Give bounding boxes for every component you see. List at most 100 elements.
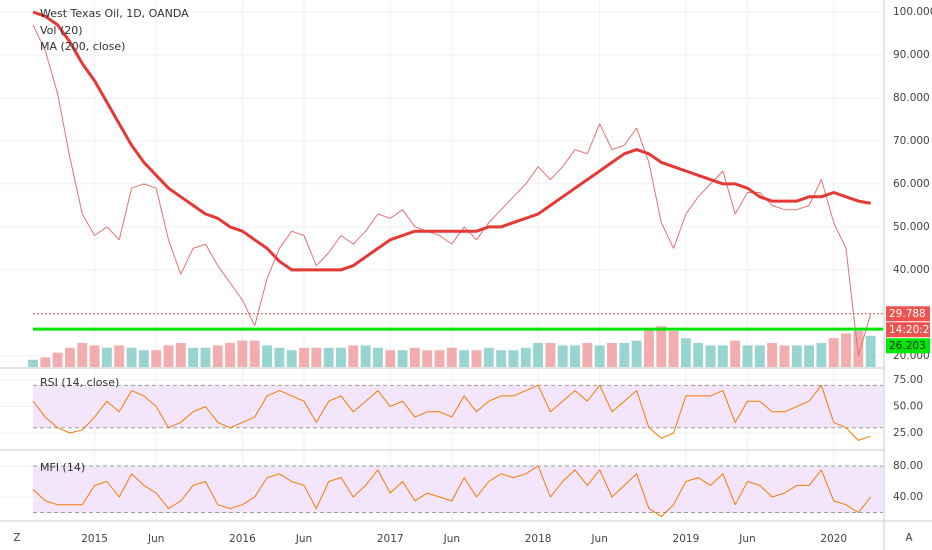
volume-bar xyxy=(397,350,408,367)
legend-title: West Texas Oil, 1D, OANDA xyxy=(40,7,189,20)
volume-bar xyxy=(336,347,346,367)
volume-bar xyxy=(434,350,445,367)
volume-bar xyxy=(459,350,470,367)
volume-bar xyxy=(717,345,728,367)
volume-bar xyxy=(668,331,679,367)
x-tick-label: Jun xyxy=(147,533,164,545)
volume-bar xyxy=(754,345,765,367)
volume-bar xyxy=(705,345,716,367)
volume-bar xyxy=(680,338,691,367)
volume-bar xyxy=(656,326,667,367)
volume-bar xyxy=(175,343,186,367)
volume-bar xyxy=(200,347,211,367)
volume-bar xyxy=(446,347,457,367)
x-tick-label: 2017 xyxy=(377,533,404,545)
series-line xyxy=(32,465,872,517)
volume-bar xyxy=(52,352,63,367)
price-label-box xyxy=(886,338,930,354)
volume-bar xyxy=(865,335,876,367)
volume-bar xyxy=(311,347,322,367)
button-z[interactable]: Z xyxy=(13,532,20,544)
volume-bar xyxy=(594,345,605,367)
x-tick-label: 2019 xyxy=(673,533,700,545)
x-tick-label: 2018 xyxy=(525,533,552,545)
volume-bar xyxy=(249,340,260,367)
volume-bar xyxy=(286,350,297,367)
volume-bar xyxy=(779,345,790,367)
volume-bar xyxy=(385,350,396,367)
x-tick-label: Jun xyxy=(443,533,460,545)
volume-bar xyxy=(299,347,309,367)
volume-bar xyxy=(508,350,519,367)
volume-bar xyxy=(114,345,125,367)
price-label-box xyxy=(886,322,930,338)
volume-bar xyxy=(65,347,75,367)
volume-bar xyxy=(607,343,617,367)
volume-bar xyxy=(212,345,223,367)
y-tick-label: 50.00 xyxy=(893,401,923,413)
y-tick-label: 25.00 xyxy=(893,427,923,439)
volume-bar xyxy=(188,347,199,367)
volume-bar xyxy=(126,347,137,367)
volume-bar xyxy=(373,347,383,367)
volume-bar xyxy=(520,347,531,367)
volume-bar xyxy=(237,340,248,367)
volume-bar xyxy=(409,347,420,367)
volume-bar xyxy=(496,350,507,367)
volume-bar xyxy=(570,345,580,367)
volume-bar xyxy=(841,333,851,367)
button-a[interactable]: A xyxy=(905,532,913,544)
x-tick-label: 2020 xyxy=(820,533,847,545)
y-tick-label: 50.000 xyxy=(893,221,930,233)
volume-bar xyxy=(262,345,272,367)
y-tick-label: 80.000 xyxy=(893,92,930,104)
volume-bar xyxy=(360,345,371,367)
x-tick-label: Jun xyxy=(295,533,312,545)
y-tick-label: 40.000 xyxy=(893,264,930,276)
volume-bar xyxy=(557,345,568,367)
volume-bar xyxy=(533,343,543,367)
volume-bar xyxy=(151,350,162,367)
volume-bar xyxy=(40,357,51,367)
volume-bar xyxy=(471,350,482,367)
price-label: 14:20:29 xyxy=(889,324,932,336)
x-tick-label: 2016 xyxy=(229,533,256,545)
volume-bar xyxy=(101,347,112,367)
volume-bar xyxy=(631,340,642,367)
volume-bar xyxy=(804,345,815,367)
series-line xyxy=(32,24,872,357)
legend-volume: Vol (20) xyxy=(40,24,83,37)
legend-entry: MA (200, close) xyxy=(40,40,125,53)
price-label: 29.788 xyxy=(889,308,926,320)
volume-bar xyxy=(274,347,285,367)
legend-title: MFI (14) xyxy=(40,461,85,474)
y-tick-label: 90.000 xyxy=(893,49,930,61)
volume-bar xyxy=(545,343,556,367)
volume-bar xyxy=(767,343,778,367)
volume-bar xyxy=(619,343,630,367)
y-tick-label: 80.00 xyxy=(893,460,923,472)
y-tick-label: 75.00 xyxy=(893,374,923,386)
y-tick-label: 40.00 xyxy=(893,491,923,503)
y-tick-label: 70.000 xyxy=(893,135,930,147)
volume-bar xyxy=(28,359,38,367)
price-label: 26.203 xyxy=(889,340,926,352)
volume-bar xyxy=(323,347,334,367)
volume-bar xyxy=(348,345,359,367)
volume-bar xyxy=(693,343,704,367)
volume-bar xyxy=(225,343,236,367)
volume-bar xyxy=(89,345,100,367)
x-tick-label: Jun xyxy=(590,533,607,545)
series-line xyxy=(32,10,871,272)
volume-bar xyxy=(138,350,149,367)
volume-bar xyxy=(730,340,741,367)
volume-bar xyxy=(791,345,802,367)
y-tick-label: 100.000 xyxy=(893,6,932,18)
y-tick-label: 60.000 xyxy=(893,178,930,190)
legend-title: RSI (14, close) xyxy=(40,376,119,389)
volume-bar xyxy=(742,345,753,367)
volume-bar xyxy=(483,347,494,367)
volume-bar xyxy=(828,338,839,367)
